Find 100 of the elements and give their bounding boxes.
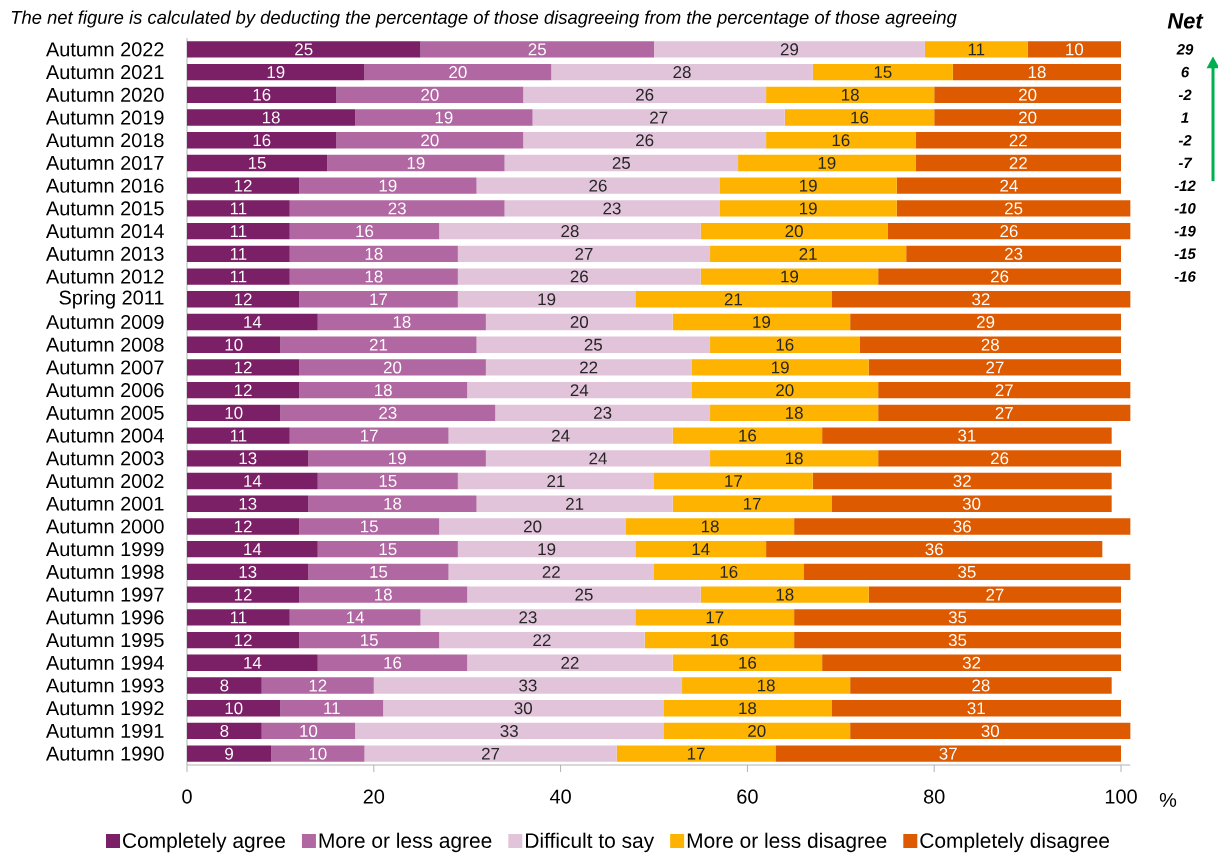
bar: [654, 563, 804, 581]
x-tick-label: 40: [549, 789, 571, 804]
bar: [187, 200, 290, 217]
y-tick-label: Autumn 1991: [45, 723, 164, 738]
legend-label: More or less agree: [319, 832, 492, 853]
data-label: 18: [842, 88, 859, 101]
data-label: 17: [370, 293, 388, 306]
bar: [682, 677, 851, 694]
data-label: 20: [570, 315, 589, 328]
data-label: 26: [636, 88, 654, 101]
data-label: 16: [720, 565, 738, 578]
text: -2: [1178, 135, 1192, 146]
data-label: 11: [968, 43, 985, 56]
bar: [691, 381, 879, 399]
data-label: 26: [991, 452, 1009, 465]
y-tick-label: Autumn 2002: [45, 473, 164, 489]
data-label: 19: [389, 452, 406, 465]
y-tick-label: Autumn 1990: [45, 746, 164, 761]
data-label: 19: [379, 179, 397, 192]
bar: [187, 700, 281, 717]
data-label: 21: [799, 247, 817, 260]
bar: [317, 541, 458, 558]
text: -7: [1178, 157, 1193, 169]
data-label: 15: [379, 543, 397, 556]
bar: [187, 222, 290, 240]
data-label: 23: [603, 202, 621, 215]
data-label: 22: [561, 656, 579, 669]
data-label: 19: [781, 270, 799, 283]
bar: [915, 132, 1122, 149]
bar: [289, 268, 458, 285]
data-label: 19: [800, 202, 817, 215]
data-label: 24: [1000, 179, 1018, 192]
data-label: 27: [995, 384, 1013, 397]
text: Net: [1167, 13, 1204, 29]
y-tick-label: Autumn 2017: [45, 155, 164, 171]
bar: [663, 700, 832, 717]
data-label: 11: [230, 247, 247, 260]
data-label: 31: [967, 702, 985, 715]
bar: [691, 359, 869, 376]
bar: [187, 154, 328, 172]
bar: [775, 745, 1122, 762]
data-label: 17: [725, 475, 742, 487]
bar: [822, 654, 1122, 671]
data-label: 24: [570, 384, 589, 397]
bar: [719, 177, 897, 194]
bar: [289, 427, 449, 444]
bar: [336, 86, 524, 103]
bar: [616, 745, 776, 762]
data-label: 11: [230, 202, 247, 215]
bar: [738, 154, 916, 172]
bar: [187, 109, 356, 126]
bar: [952, 63, 1122, 81]
data-label: 18: [1028, 66, 1046, 79]
data-label: 18: [785, 452, 803, 465]
bar: [420, 609, 636, 626]
data-label: 15: [361, 634, 378, 646]
data-label: 27: [482, 747, 500, 760]
data-label: 15: [874, 66, 892, 78]
bar: [457, 268, 701, 285]
bar: [635, 609, 795, 626]
data-label: 26: [589, 179, 607, 192]
data-label: 13: [239, 452, 257, 465]
data-label: 15: [248, 157, 266, 169]
x-tick-label: 80: [923, 789, 945, 804]
bar: [476, 495, 673, 512]
data-label: 27: [986, 361, 1004, 374]
chart-title: The net figure is calculated by deducting the percentage of those disagreeing from the percentage of those agreeing: [11, 10, 957, 28]
data-label: 29: [780, 43, 799, 56]
bar: [868, 359, 1122, 376]
bar: [887, 222, 1131, 240]
data-label: 12: [234, 361, 252, 374]
data-label: 10: [300, 724, 318, 737]
data-label: 20: [449, 66, 467, 79]
data-label: 25: [575, 588, 593, 601]
bar: [485, 450, 711, 467]
bar: [672, 313, 851, 331]
text: -12: [1174, 180, 1196, 191]
bar: [280, 404, 496, 422]
bar: [485, 313, 673, 331]
data-label: 11: [230, 429, 247, 442]
y-tick-label: Autumn 2008: [45, 337, 164, 352]
y-tick-label: Autumn 1992: [45, 701, 164, 716]
data-label: 16: [832, 134, 850, 147]
data-label: 30: [962, 497, 981, 510]
bar: [850, 677, 1112, 694]
y-tick-label: Autumn 2009: [45, 314, 164, 330]
bar: [308, 495, 477, 512]
data-label: 18: [375, 588, 392, 601]
bar: [289, 609, 421, 626]
bar: [710, 450, 879, 467]
data-label: 9: [225, 747, 233, 760]
data-label: 27: [575, 247, 593, 260]
bar: [878, 381, 1131, 399]
y-tick-label: Autumn 2014: [45, 224, 164, 239]
y-tick-label: Autumn 1994: [45, 655, 164, 670]
data-label: 10: [225, 702, 243, 715]
data-label: 22: [580, 361, 598, 374]
bar: [635, 541, 767, 558]
y-tick-label: Autumn 2003: [45, 451, 164, 466]
bar: [187, 722, 262, 740]
